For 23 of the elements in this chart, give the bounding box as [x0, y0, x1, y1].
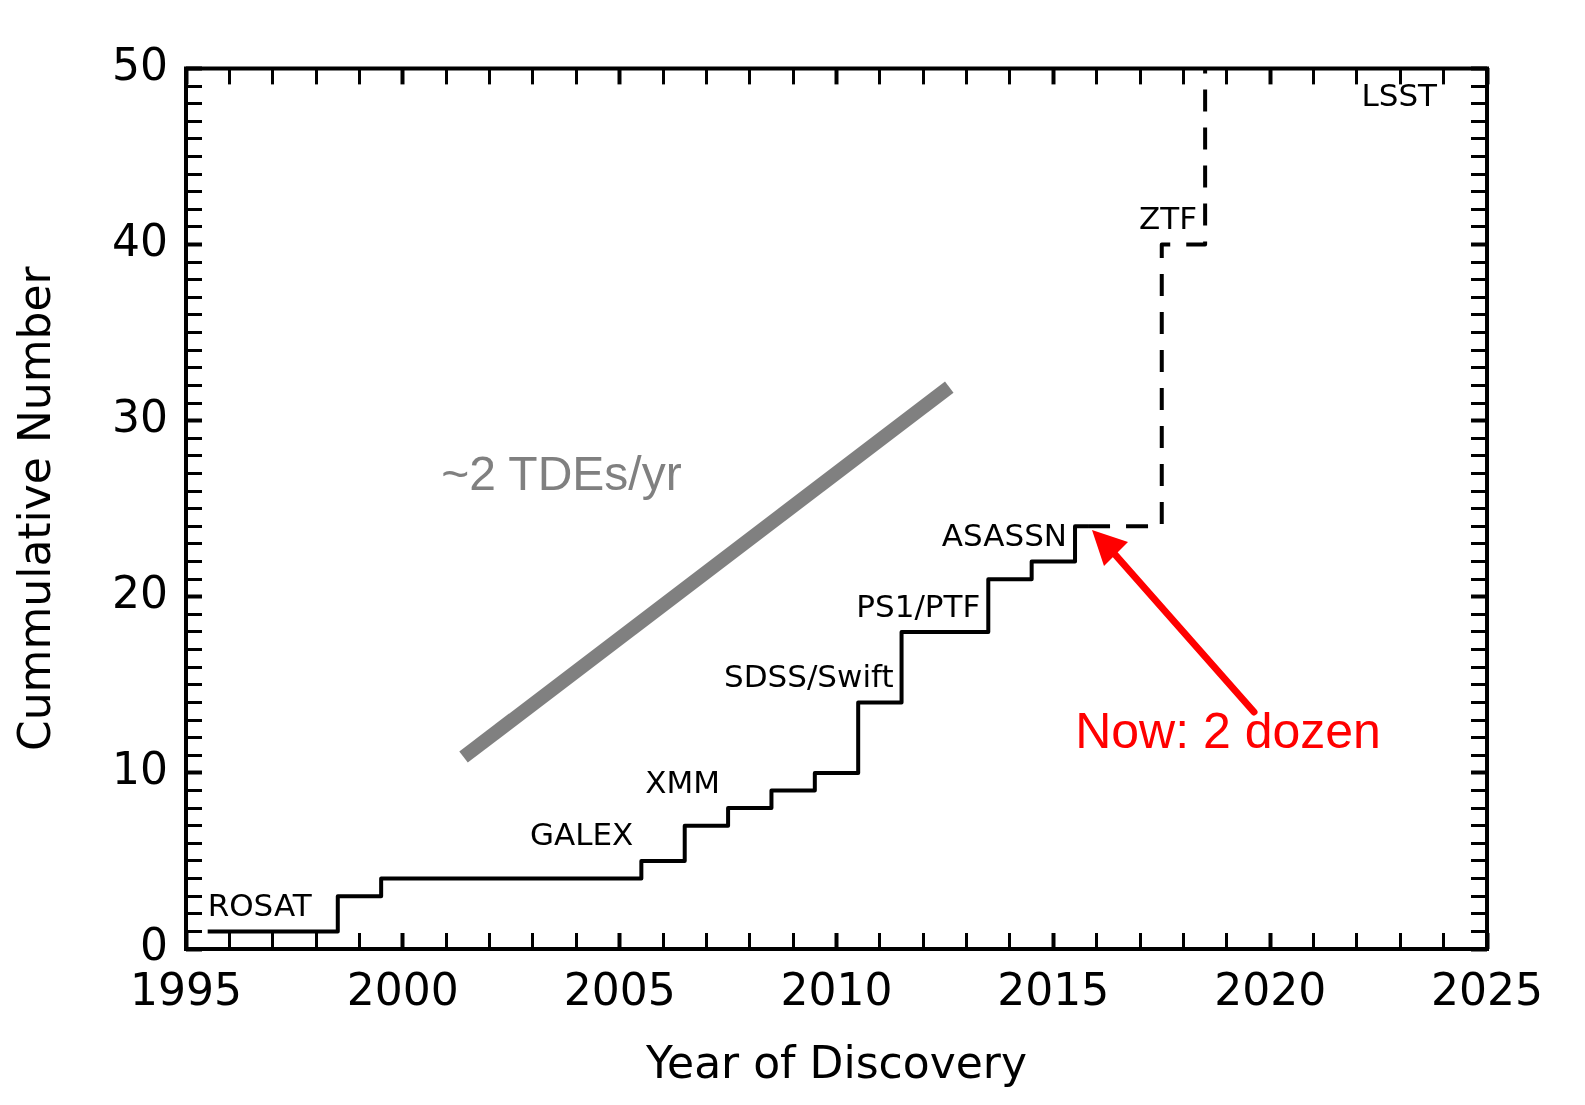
- y-tick-label: 20: [112, 567, 168, 619]
- x-tick-label: 2015: [997, 963, 1110, 1015]
- annotation: ASASSN: [941, 517, 1068, 554]
- y-tick-label: 50: [112, 38, 168, 90]
- x-tick-label: 2025: [1431, 963, 1543, 1015]
- annotation: SDSS/Swift: [724, 657, 894, 694]
- x-axis-title: Year of Discovery: [645, 1037, 1027, 1089]
- annotation: ZTF: [1139, 200, 1198, 237]
- annotation: GALEX: [530, 816, 634, 853]
- y-tick-label: 10: [112, 743, 168, 795]
- series-label: ~2 TDEs/yr: [441, 447, 682, 501]
- y-tick-label: 30: [112, 391, 168, 443]
- annotation: Now: 2 dozen: [1075, 703, 1381, 760]
- annotation: PS1/PTF: [856, 587, 981, 624]
- y-axis-title: Cummulative Number: [8, 265, 60, 752]
- annotation: XMM: [645, 763, 721, 800]
- annotation: LSST: [1361, 76, 1439, 113]
- x-tick-label: 2000: [346, 963, 459, 1015]
- x-tick-label: 2005: [563, 963, 676, 1015]
- x-tick-label: 2010: [780, 963, 893, 1015]
- x-tick-label: 2020: [1214, 963, 1327, 1015]
- y-tick-label: 40: [112, 214, 168, 266]
- annotation: ROSAT: [207, 886, 313, 923]
